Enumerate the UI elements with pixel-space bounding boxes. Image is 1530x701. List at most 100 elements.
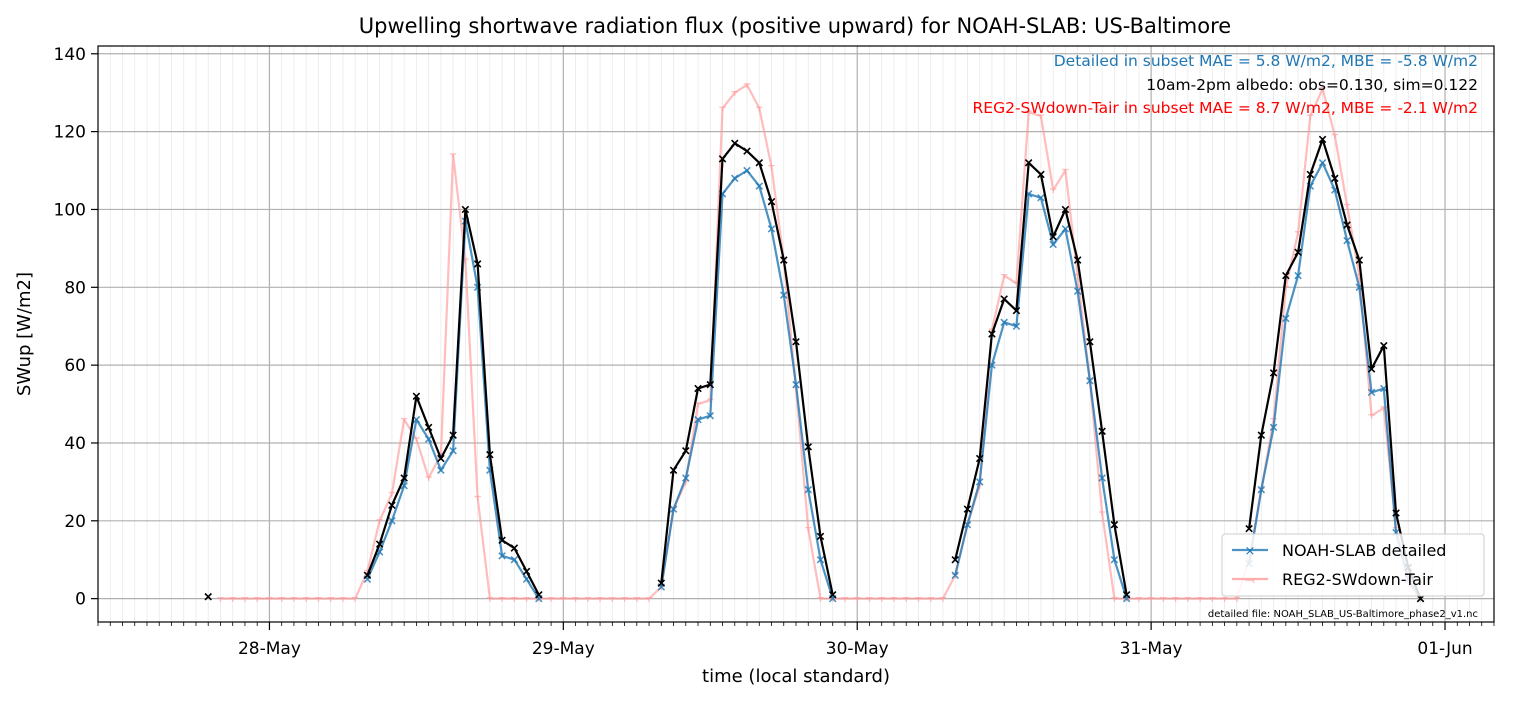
data-point-detailed bbox=[1000, 318, 1008, 327]
data-point-detailed bbox=[975, 478, 984, 486]
data-point-reg2 bbox=[1184, 596, 1192, 602]
data-point-reg2 bbox=[1343, 203, 1351, 209]
data-point-observed bbox=[1331, 174, 1339, 183]
data-point-reg2 bbox=[253, 596, 261, 602]
data-point-reg2 bbox=[266, 596, 273, 602]
data-point-observed bbox=[706, 380, 715, 389]
data-point-reg2 bbox=[278, 596, 285, 602]
data-point-reg2 bbox=[1062, 168, 1069, 174]
data-point-observed bbox=[486, 450, 494, 459]
data-point-detailed bbox=[1049, 240, 1057, 249]
data-point-reg2 bbox=[315, 596, 322, 602]
data-point-detailed bbox=[1367, 388, 1376, 397]
data-point-detailed bbox=[1294, 271, 1302, 280]
data-point-detailed bbox=[682, 474, 690, 482]
data-point-observed bbox=[1269, 369, 1278, 377]
data-point-reg2 bbox=[1111, 596, 1118, 602]
data-point-observed bbox=[449, 431, 457, 439]
data-point-observed bbox=[375, 540, 384, 548]
data-point-detailed bbox=[424, 435, 433, 443]
data-point-reg2 bbox=[1025, 110, 1032, 116]
data-point-reg2 bbox=[1049, 188, 1057, 194]
annotation-detailed-stats: Detailed in subset MAE = 5.8 W/m2, MBE =… bbox=[1054, 52, 1478, 70]
annotation-reg2-stats: REG2-SWdown-Tair in subset MAE = 8.7 W/m… bbox=[973, 99, 1478, 117]
data-point-detailed bbox=[498, 552, 506, 560]
minor-grid bbox=[97, 46, 1495, 622]
data-point-observed bbox=[1245, 524, 1253, 533]
data-point-observed bbox=[731, 139, 739, 148]
data-point-reg2 bbox=[1037, 114, 1045, 120]
data-point-observed bbox=[473, 260, 482, 268]
data-point-observed bbox=[951, 555, 959, 564]
data-point-detailed bbox=[437, 466, 445, 474]
data-point-observed bbox=[779, 256, 788, 264]
data-point-reg2 bbox=[1209, 596, 1216, 602]
data-point-reg2 bbox=[927, 596, 934, 602]
data-point-detailed bbox=[779, 291, 788, 299]
data-point-reg2 bbox=[511, 596, 518, 602]
data-point-observed bbox=[535, 590, 543, 599]
y-tick-label: 40 bbox=[64, 434, 86, 454]
data-point-detailed bbox=[1343, 236, 1351, 245]
data-point-observed bbox=[1012, 306, 1021, 315]
data-point-reg2 bbox=[743, 83, 751, 89]
data-point-reg2 bbox=[878, 596, 885, 602]
data-point-reg2 bbox=[903, 596, 910, 602]
data-point-reg2 bbox=[486, 596, 494, 602]
data-point-observed bbox=[400, 474, 408, 482]
data-point-observed bbox=[1049, 232, 1057, 241]
data-point-detailed bbox=[816, 555, 825, 564]
data-point-detailed bbox=[1012, 322, 1021, 330]
data-point-observed bbox=[1392, 509, 1400, 517]
data-point-detailed bbox=[669, 505, 678, 513]
data-point-observed bbox=[1122, 590, 1131, 599]
series-reg2 bbox=[217, 83, 1424, 602]
data-point-observed bbox=[522, 567, 531, 576]
data-point-reg2 bbox=[1000, 273, 1008, 279]
data-point-reg2 bbox=[290, 596, 298, 602]
data-point-reg2 bbox=[1368, 414, 1375, 419]
data-point-observed bbox=[1380, 341, 1388, 350]
legend-marker-reg2: ⤙ bbox=[1245, 573, 1256, 588]
data-point-detailed bbox=[706, 411, 715, 420]
data-point-reg2 bbox=[890, 596, 898, 602]
data-point-detailed bbox=[1269, 423, 1278, 432]
legend-label-detailed: NOAH-SLAB detailed bbox=[1282, 541, 1446, 560]
data-point-observed bbox=[694, 384, 702, 393]
data-point-reg2 bbox=[560, 596, 567, 602]
series-observed bbox=[204, 135, 1425, 603]
data-point-reg2 bbox=[1307, 114, 1314, 120]
data-point-reg2 bbox=[498, 596, 506, 602]
data-point-reg2 bbox=[939, 596, 947, 602]
data-point-reg2 bbox=[241, 596, 249, 602]
data-point-observed bbox=[424, 423, 433, 432]
legend: × NOAH-SLAB detailed ⤙ REG2-SWdown-Tair bbox=[1221, 533, 1485, 597]
data-point-reg2 bbox=[474, 495, 481, 501]
data-point-reg2 bbox=[854, 596, 861, 602]
data-point-detailed bbox=[1037, 194, 1045, 202]
data-point-observed bbox=[1000, 295, 1008, 303]
data-point-reg2 bbox=[609, 596, 616, 602]
data-point-reg2 bbox=[449, 153, 457, 159]
data-point-reg2 bbox=[719, 106, 726, 112]
data-point-reg2 bbox=[229, 596, 236, 602]
data-point-observed bbox=[1282, 271, 1290, 280]
data-point-detailed bbox=[1282, 314, 1290, 323]
data-point-reg2 bbox=[1331, 133, 1339, 139]
footnote: detailed file: NOAH_SLAB_US-Baltimore_ph… bbox=[1208, 609, 1478, 620]
data-point-observed bbox=[963, 505, 972, 513]
data-point-detailed bbox=[1073, 287, 1082, 295]
data-point-reg2 bbox=[768, 164, 775, 170]
data-point-observed bbox=[1110, 520, 1119, 529]
data-point-reg2 bbox=[413, 437, 420, 443]
data-point-reg2 bbox=[633, 596, 641, 602]
data-point-observed bbox=[437, 454, 445, 463]
x-tick-label: 28-May bbox=[238, 639, 301, 659]
data-point-observed bbox=[1318, 135, 1327, 144]
data-point-reg2 bbox=[596, 596, 604, 602]
data-point-observed bbox=[975, 454, 984, 463]
x-tick-label: 29-May bbox=[532, 639, 595, 659]
data-point-reg2 bbox=[1233, 596, 1241, 602]
data-point-observed bbox=[682, 446, 690, 455]
data-point-reg2 bbox=[645, 596, 653, 602]
